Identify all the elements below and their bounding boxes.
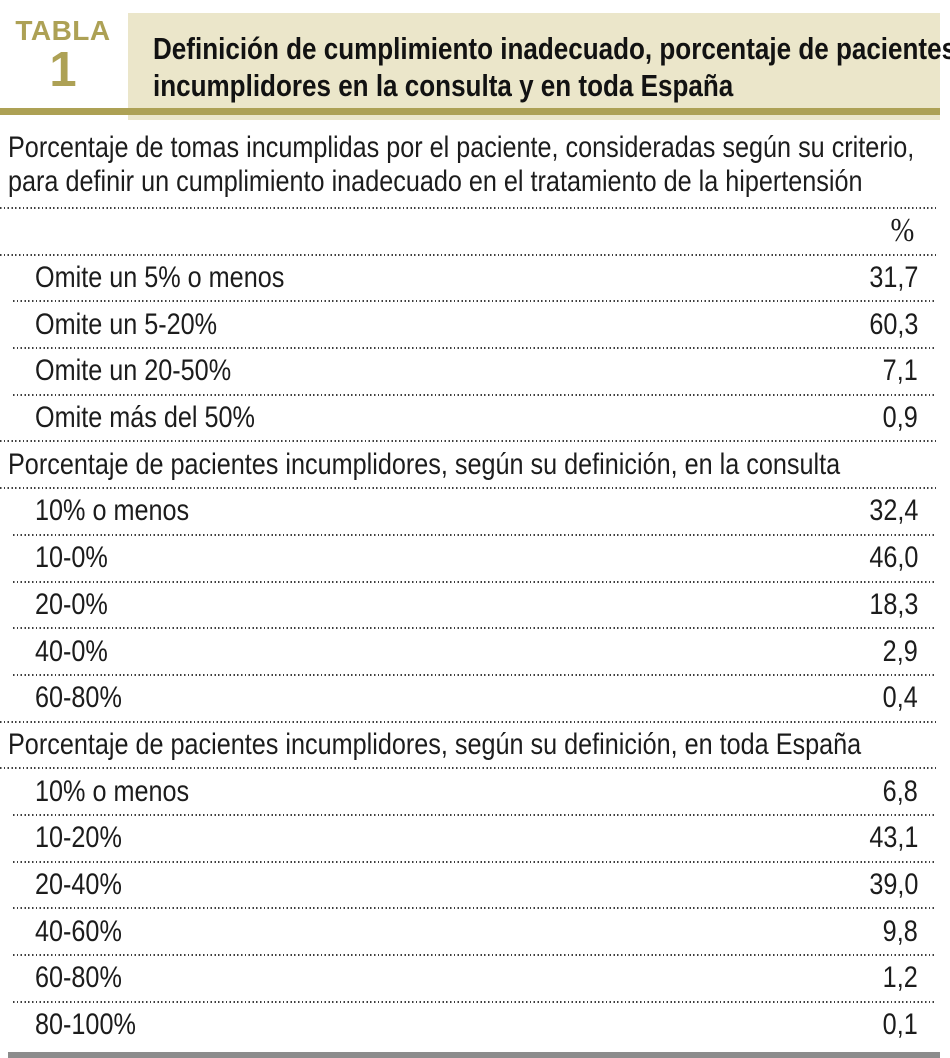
row-divider — [13, 627, 936, 630]
row-divider — [13, 347, 936, 350]
table-description: Porcentaje de tomas incumplidas por el p… — [0, 120, 950, 207]
table-badge-number: 1 — [49, 43, 77, 97]
row-divider — [13, 1000, 936, 1003]
section-header-row: Porcentaje de pacientes incumplidores, s… — [0, 442, 950, 487]
table-row: 10% o menos 32,4 — [0, 489, 950, 534]
row-label: Omite un 5-20% — [35, 307, 218, 341]
table-row: Omite un 5-20% 60,3 — [0, 302, 950, 347]
row-label: Omite un 20-50% — [35, 354, 232, 388]
row-value: 0,4 — [882, 681, 918, 715]
row-divider — [13, 300, 936, 303]
row-label: Omite un 5% o menos — [35, 261, 285, 295]
row-value: 7,1 — [882, 354, 918, 388]
row-value: 6,8 — [882, 774, 918, 808]
row-value: 32,4 — [868, 494, 918, 528]
table-body: % Omite un 5% o menos 31,7 Omite un 5-20% 60… — [0, 207, 950, 1047]
row-label: 10-0% — [35, 541, 108, 575]
row-value: 0,9 — [882, 401, 918, 435]
row-label: 10-20% — [35, 821, 122, 855]
row-label: 40-0% — [35, 634, 108, 668]
row-label: 20-0% — [35, 587, 108, 621]
table-row: 10% o menos 6,8 — [0, 769, 950, 814]
table-description-line2: para definir un cumplimiento inadecuado … — [8, 165, 863, 198]
table-header: Definición de cumplimiento inadecuado, p… — [0, 0, 950, 120]
gold-divider — [0, 108, 940, 115]
table-row: Omite más del 50% 0,9 — [0, 396, 950, 441]
table-row: 10-0% 46,0 — [0, 536, 950, 581]
section-divider — [0, 440, 936, 443]
row-value: 46,0 — [868, 541, 918, 575]
row-label: 20-40% — [35, 867, 122, 901]
table-title-panel: Definición de cumplimiento inadecuado, p… — [128, 13, 950, 120]
table-title-line2: incumplidores en la consulta y en toda E… — [153, 68, 734, 103]
row-label: 10% o menos — [35, 774, 190, 808]
table-row: 20-0% 18,3 — [0, 583, 950, 628]
section-divider — [0, 720, 936, 723]
row-value: 1,2 — [882, 961, 918, 995]
section-divider — [0, 487, 936, 490]
row-value: 39,0 — [868, 867, 918, 901]
description-divider — [0, 207, 936, 209]
row-value: 31,7 — [868, 261, 918, 295]
row-value: 60,3 — [868, 307, 918, 341]
value-column-header-row: % — [0, 209, 950, 254]
table-row: 60-80% 1,2 — [0, 956, 950, 1001]
row-label: 40-60% — [35, 914, 122, 948]
value-column-header: % — [890, 212, 914, 250]
section-header-row: Porcentaje de pacientes incumplidores, s… — [0, 723, 950, 768]
table-row: 60-80% 0,4 — [0, 676, 950, 721]
row-label: 80-100% — [35, 1008, 136, 1042]
row-label: 60-80% — [35, 681, 122, 715]
table-row: 40-60% 9,8 — [0, 909, 950, 954]
table-row: Omite un 5% o menos 31,7 — [0, 256, 950, 301]
row-divider — [13, 673, 936, 676]
table-row: 80-100% 0,1 — [0, 1003, 950, 1048]
table-row: Omite un 20-50% 7,1 — [0, 349, 950, 394]
bottom-bar — [8, 1052, 940, 1058]
row-value: 2,9 — [882, 634, 918, 668]
row-divider — [13, 954, 936, 956]
table-number-badge: TABLA 1 — [0, 15, 126, 97]
row-divider — [13, 580, 936, 583]
row-label: 60-80% — [35, 961, 122, 995]
table-badge-label: TABLA — [15, 15, 111, 46]
section-header-label: Porcentaje de pacientes incumplidores, s… — [8, 447, 841, 481]
row-value: 0,1 — [882, 1008, 918, 1042]
table-row: 10-20% 43,1 — [0, 816, 950, 861]
row-divider — [13, 907, 936, 910]
row-value: 9,8 — [882, 914, 918, 948]
section-header-label: Porcentaje de pacientes incumplidores, s… — [8, 727, 862, 761]
column-header-divider — [0, 253, 936, 256]
table-description-line1: Porcentaje de tomas incumplidas por el p… — [8, 131, 915, 164]
row-divider — [13, 860, 936, 863]
row-divider — [13, 533, 936, 536]
table-row: 20-40% 39,0 — [0, 863, 950, 908]
row-divider — [13, 813, 936, 816]
row-value: 18,3 — [868, 587, 918, 621]
table-title-line1: Definición de cumplimiento inadecuado, p… — [153, 31, 950, 66]
table-title: Definición de cumplimiento inadecuado, p… — [128, 13, 950, 104]
row-divider — [13, 393, 936, 396]
row-label: 10% o menos — [35, 494, 190, 528]
row-label: Omite más del 50% — [35, 401, 255, 435]
row-value: 43,1 — [868, 821, 918, 855]
section-divider — [0, 767, 936, 770]
table-row: 40-0% 2,9 — [0, 629, 950, 674]
